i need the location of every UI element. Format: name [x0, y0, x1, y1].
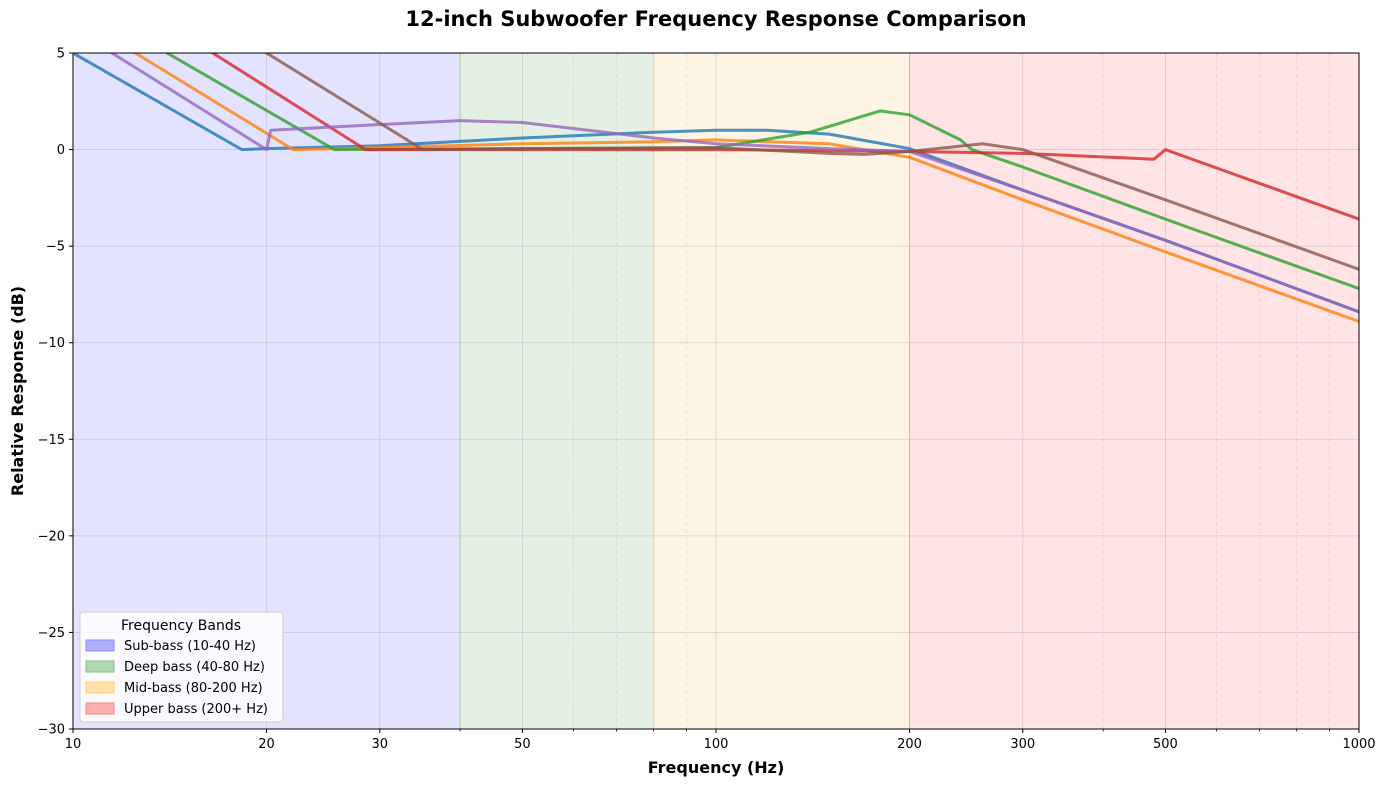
legend-label-1: Deep bass (40-80 Hz) — [124, 660, 265, 675]
x-axis-title: Frequency (Hz) — [648, 758, 785, 777]
y-tick-label: −25 — [38, 626, 65, 641]
x-tick-label: 20 — [258, 737, 275, 752]
series-line-5 — [109, 53, 1359, 314]
y-tick-label: −30 — [38, 723, 65, 738]
legend-swatch-0 — [85, 639, 115, 652]
series-line-4 — [210, 53, 1359, 221]
x-tick-label: 1000 — [1342, 737, 1375, 752]
y-tick-label: −15 — [38, 433, 65, 448]
legend-swatch-3 — [85, 702, 115, 715]
legend-items: Sub-bass (10-40 Hz) Deep bass (40-80 Hz) M… — [85, 639, 268, 717]
x-tick-label: 50 — [514, 737, 531, 752]
legend-swatch-2 — [85, 681, 115, 694]
x-axis-ticks: 10 20 30 50 100 200 300 500 1000 — [65, 729, 1376, 752]
legend-label-0: Sub-bass (10-40 Hz) — [124, 639, 256, 654]
x-tick-label: 10 — [65, 737, 82, 752]
grid-lines — [72, 52, 1360, 730]
y-tick-label: −20 — [38, 529, 65, 544]
legend-box — [79, 611, 284, 723]
band-region-3 — [909, 53, 1359, 729]
y-tick-label: 5 — [57, 47, 65, 62]
legend-label-2: Mid-bass (80-200 Hz) — [124, 681, 263, 696]
y-tick-label: −5 — [46, 240, 65, 255]
x-tick-label: 300 — [1010, 737, 1035, 752]
band-region-1 — [460, 53, 654, 729]
frequency-bands — [73, 53, 1359, 729]
series-line-6 — [264, 53, 1359, 271]
legend-swatch-1 — [85, 660, 115, 673]
y-tick-label: −10 — [38, 336, 65, 351]
band-region-2 — [653, 53, 910, 729]
x-tick-label: 30 — [372, 737, 389, 752]
y-tick-label: 0 — [57, 143, 65, 158]
y-axis-ticks: 5 0 −5 −10 −15 −20 −25 −30 — [38, 47, 73, 738]
series-lines — [73, 53, 1359, 323]
x-tick-label: 500 — [1153, 737, 1178, 752]
legend-title: Frequency Bands — [121, 618, 241, 634]
y-axis-title: Relative Response (dB) — [8, 286, 27, 496]
x-tick-label: 200 — [897, 737, 922, 752]
chart-title: 12-inch Subwoofer Frequency Response Com… — [405, 7, 1026, 31]
series-line-3 — [164, 53, 1359, 291]
legend: Frequency Bands Sub-bass (10-40 Hz) Deep … — [79, 611, 284, 723]
legend-label-3: Upper bass (200+ Hz) — [124, 702, 268, 717]
x-tick-label: 100 — [704, 737, 729, 752]
